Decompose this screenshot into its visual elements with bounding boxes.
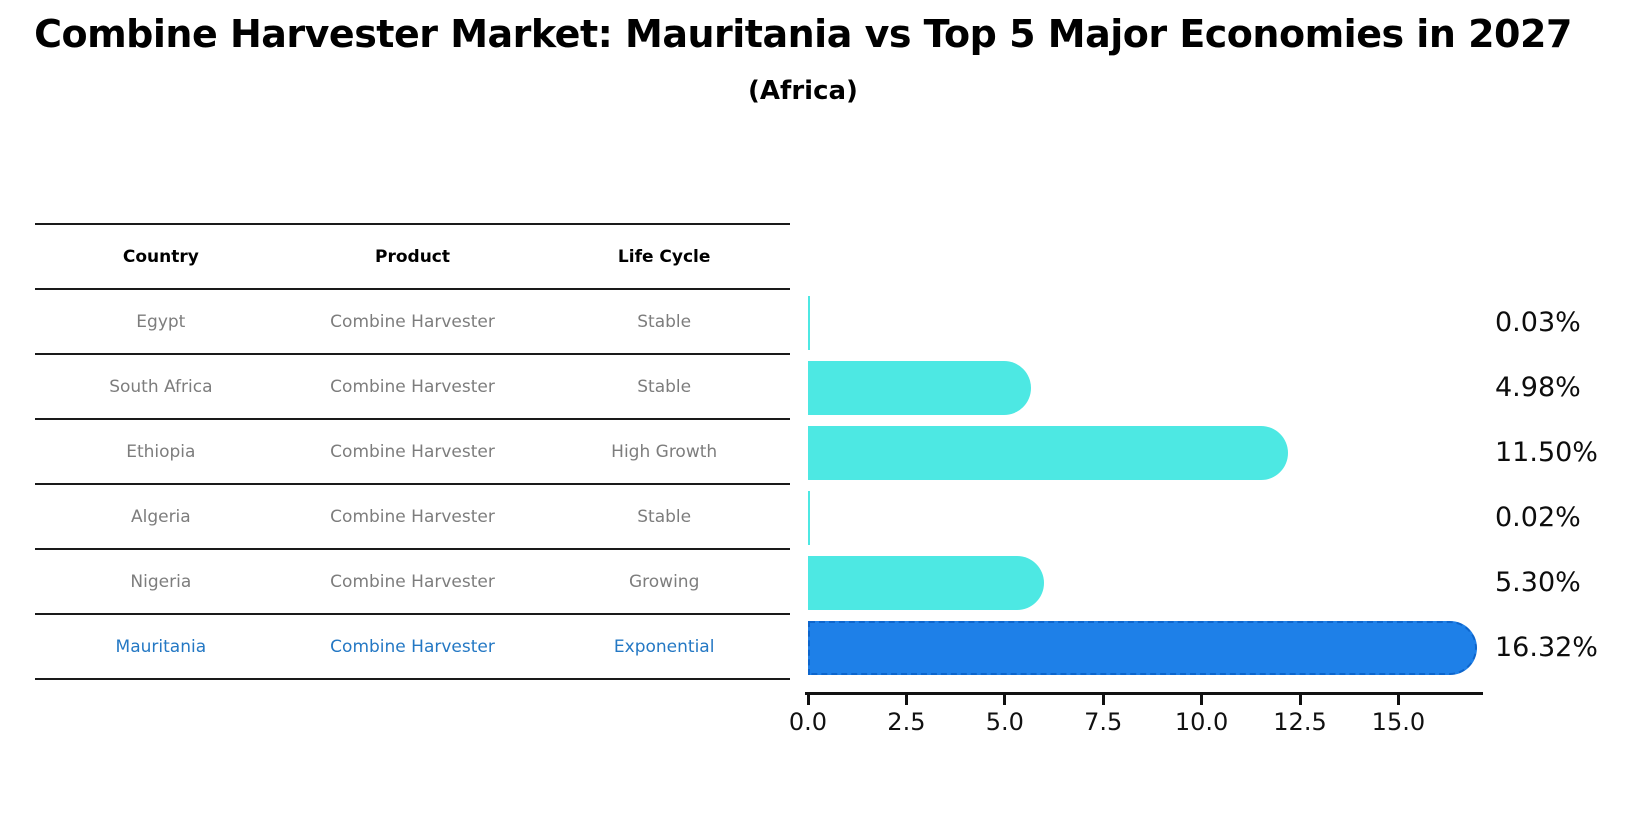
cell-product: Combine Harvester (330, 441, 495, 462)
x-tick-label-2.5: 2.5 (887, 708, 926, 736)
column-header-product: Product (375, 246, 450, 267)
value-label-nigeria: 5.30% (1495, 566, 1581, 598)
cell-country: Ethiopia (126, 441, 196, 462)
cell-product: Combine Harvester (330, 311, 495, 332)
cell-life-cycle: Stable (637, 506, 692, 527)
table-row-algeria: Algeria Combine Harvester Stable (35, 485, 790, 550)
bar-south-africa (808, 360, 1031, 415)
x-tick-7.5 (1101, 695, 1105, 705)
cell-life-cycle: Exponential (613, 636, 715, 657)
x-tick-label-0.0: 0.0 (788, 708, 828, 736)
column-header-life-cycle: Life Cycle (617, 246, 711, 267)
bar-algeria (808, 490, 810, 545)
table-header-row: Country Product Life Cycle (35, 223, 790, 290)
cell-product: Combine Harvester (330, 376, 495, 397)
table-row-egypt: Egypt Combine Harvester Stable (35, 290, 790, 355)
cell-life-cycle: High Growth (611, 441, 718, 462)
bar-ethiopia (808, 425, 1288, 480)
bar-mauritania (808, 620, 1478, 675)
x-tick-2.5 (904, 695, 908, 705)
cell-country: Mauritania (115, 636, 207, 657)
cell-life-cycle: Stable (637, 311, 692, 332)
value-label-algeria: 0.02% (1495, 501, 1581, 533)
table-row-nigeria: Nigeria Combine Harvester Growing (35, 550, 790, 615)
x-tick-10.0 (1200, 695, 1204, 705)
x-tick-label-7.5: 7.5 (1084, 708, 1123, 736)
x-tick-12.5 (1298, 695, 1302, 705)
x-tick-15.0 (1396, 695, 1400, 705)
value-label-egypt: 0.03% (1495, 306, 1581, 338)
x-tick-label-5.0: 5.0 (985, 708, 1024, 736)
value-label-south-africa: 4.98% (1495, 371, 1581, 403)
cell-product: Combine Harvester (330, 636, 495, 657)
column-header-country: Country (122, 246, 199, 267)
table-row-ethiopia: Ethiopia Combine Harvester High Growth (35, 420, 790, 485)
country-table: Country Product Life Cycle Egypt Combine Har… (35, 223, 790, 680)
cell-product: Combine Harvester (330, 571, 495, 592)
cell-product: Combine Harvester (330, 506, 495, 527)
table-row-mauritania: Mauritania Combine Harvester Exponential (35, 615, 790, 680)
page-title: Combine Harvester Market: Mauritania vs … (34, 12, 1572, 56)
x-tick-label-15.0: 15.0 (1371, 708, 1426, 736)
value-label-mauritania: 16.32% (1495, 631, 1598, 663)
x-axis-line (805, 692, 1483, 695)
cell-country: South Africa (109, 376, 213, 397)
value-label-ethiopia: 11.50% (1495, 436, 1598, 468)
cell-country: Algeria (130, 506, 191, 527)
x-tick-label-10.0: 10.0 (1174, 708, 1229, 736)
x-tick-0.0 (806, 695, 810, 705)
bar-egypt (808, 295, 810, 350)
page-subtitle: (Africa) (748, 76, 858, 106)
cell-country: Egypt (136, 311, 186, 332)
x-tick-label-12.5: 12.5 (1273, 708, 1327, 736)
table-row-south-africa: South Africa Combine Harvester Stable (35, 355, 790, 420)
x-tick-5.0 (1003, 695, 1007, 705)
cell-life-cycle: Growing (628, 571, 700, 592)
cell-country: Nigeria (130, 571, 192, 592)
cell-life-cycle: Stable (637, 376, 692, 397)
bar-nigeria (808, 555, 1044, 610)
